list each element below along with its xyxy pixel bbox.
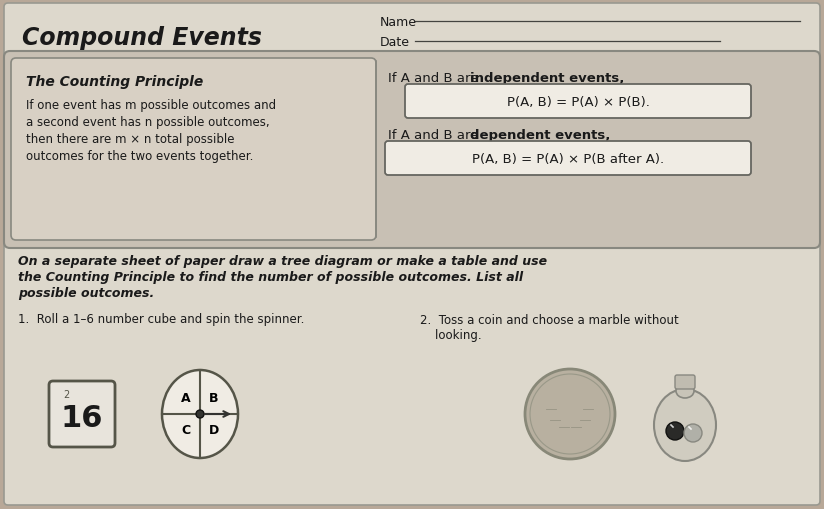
Text: 2: 2 [63, 389, 69, 399]
Text: Date: Date [380, 36, 410, 48]
Text: If A and B are: If A and B are [388, 128, 483, 141]
Text: dependent events,: dependent events, [470, 128, 611, 141]
Text: outcomes for the two events together.: outcomes for the two events together. [26, 149, 253, 162]
Text: then there are m × n total possible: then there are m × n total possible [26, 132, 235, 145]
Circle shape [525, 369, 615, 459]
Text: Name: Name [380, 15, 417, 29]
Text: 16: 16 [61, 404, 103, 433]
Text: A: A [181, 392, 191, 405]
Text: independent events,: independent events, [470, 71, 625, 84]
FancyBboxPatch shape [675, 375, 695, 389]
Ellipse shape [162, 370, 238, 458]
Text: looking.: looking. [420, 329, 481, 342]
Text: Compound Events: Compound Events [22, 26, 262, 50]
Text: 2.  Toss a coin and choose a marble without: 2. Toss a coin and choose a marble witho… [420, 313, 679, 326]
FancyBboxPatch shape [4, 52, 820, 248]
Ellipse shape [654, 389, 716, 461]
Text: If one event has m possible outcomes and: If one event has m possible outcomes and [26, 98, 276, 111]
Circle shape [196, 410, 204, 418]
FancyBboxPatch shape [11, 59, 376, 241]
FancyBboxPatch shape [49, 381, 115, 447]
Text: a second event has n possible outcomes,: a second event has n possible outcomes, [26, 115, 269, 128]
Text: the Counting Principle to find the number of possible outcomes. List all: the Counting Principle to find the numbe… [18, 271, 523, 284]
Text: P(A, B) = P(A) × P(B).: P(A, B) = P(A) × P(B). [507, 95, 649, 108]
FancyBboxPatch shape [385, 142, 751, 176]
Circle shape [684, 424, 702, 442]
Circle shape [666, 422, 684, 440]
Ellipse shape [676, 384, 694, 398]
Text: possible outcomes.: possible outcomes. [18, 287, 154, 300]
Text: P(A, B) = P(A) × P(B after A).: P(A, B) = P(A) × P(B after A). [472, 152, 664, 165]
Text: The Counting Principle: The Counting Principle [26, 75, 204, 89]
Text: If A and B are: If A and B are [388, 71, 483, 84]
FancyBboxPatch shape [4, 4, 820, 505]
Text: On a separate sheet of paper draw a tree diagram or make a table and use: On a separate sheet of paper draw a tree… [18, 255, 547, 268]
Text: D: D [208, 423, 219, 437]
Text: B: B [209, 392, 218, 405]
Text: 1.  Roll a 1–6 number cube and spin the spinner.: 1. Roll a 1–6 number cube and spin the s… [18, 313, 304, 326]
Text: C: C [181, 423, 190, 437]
FancyBboxPatch shape [405, 85, 751, 119]
